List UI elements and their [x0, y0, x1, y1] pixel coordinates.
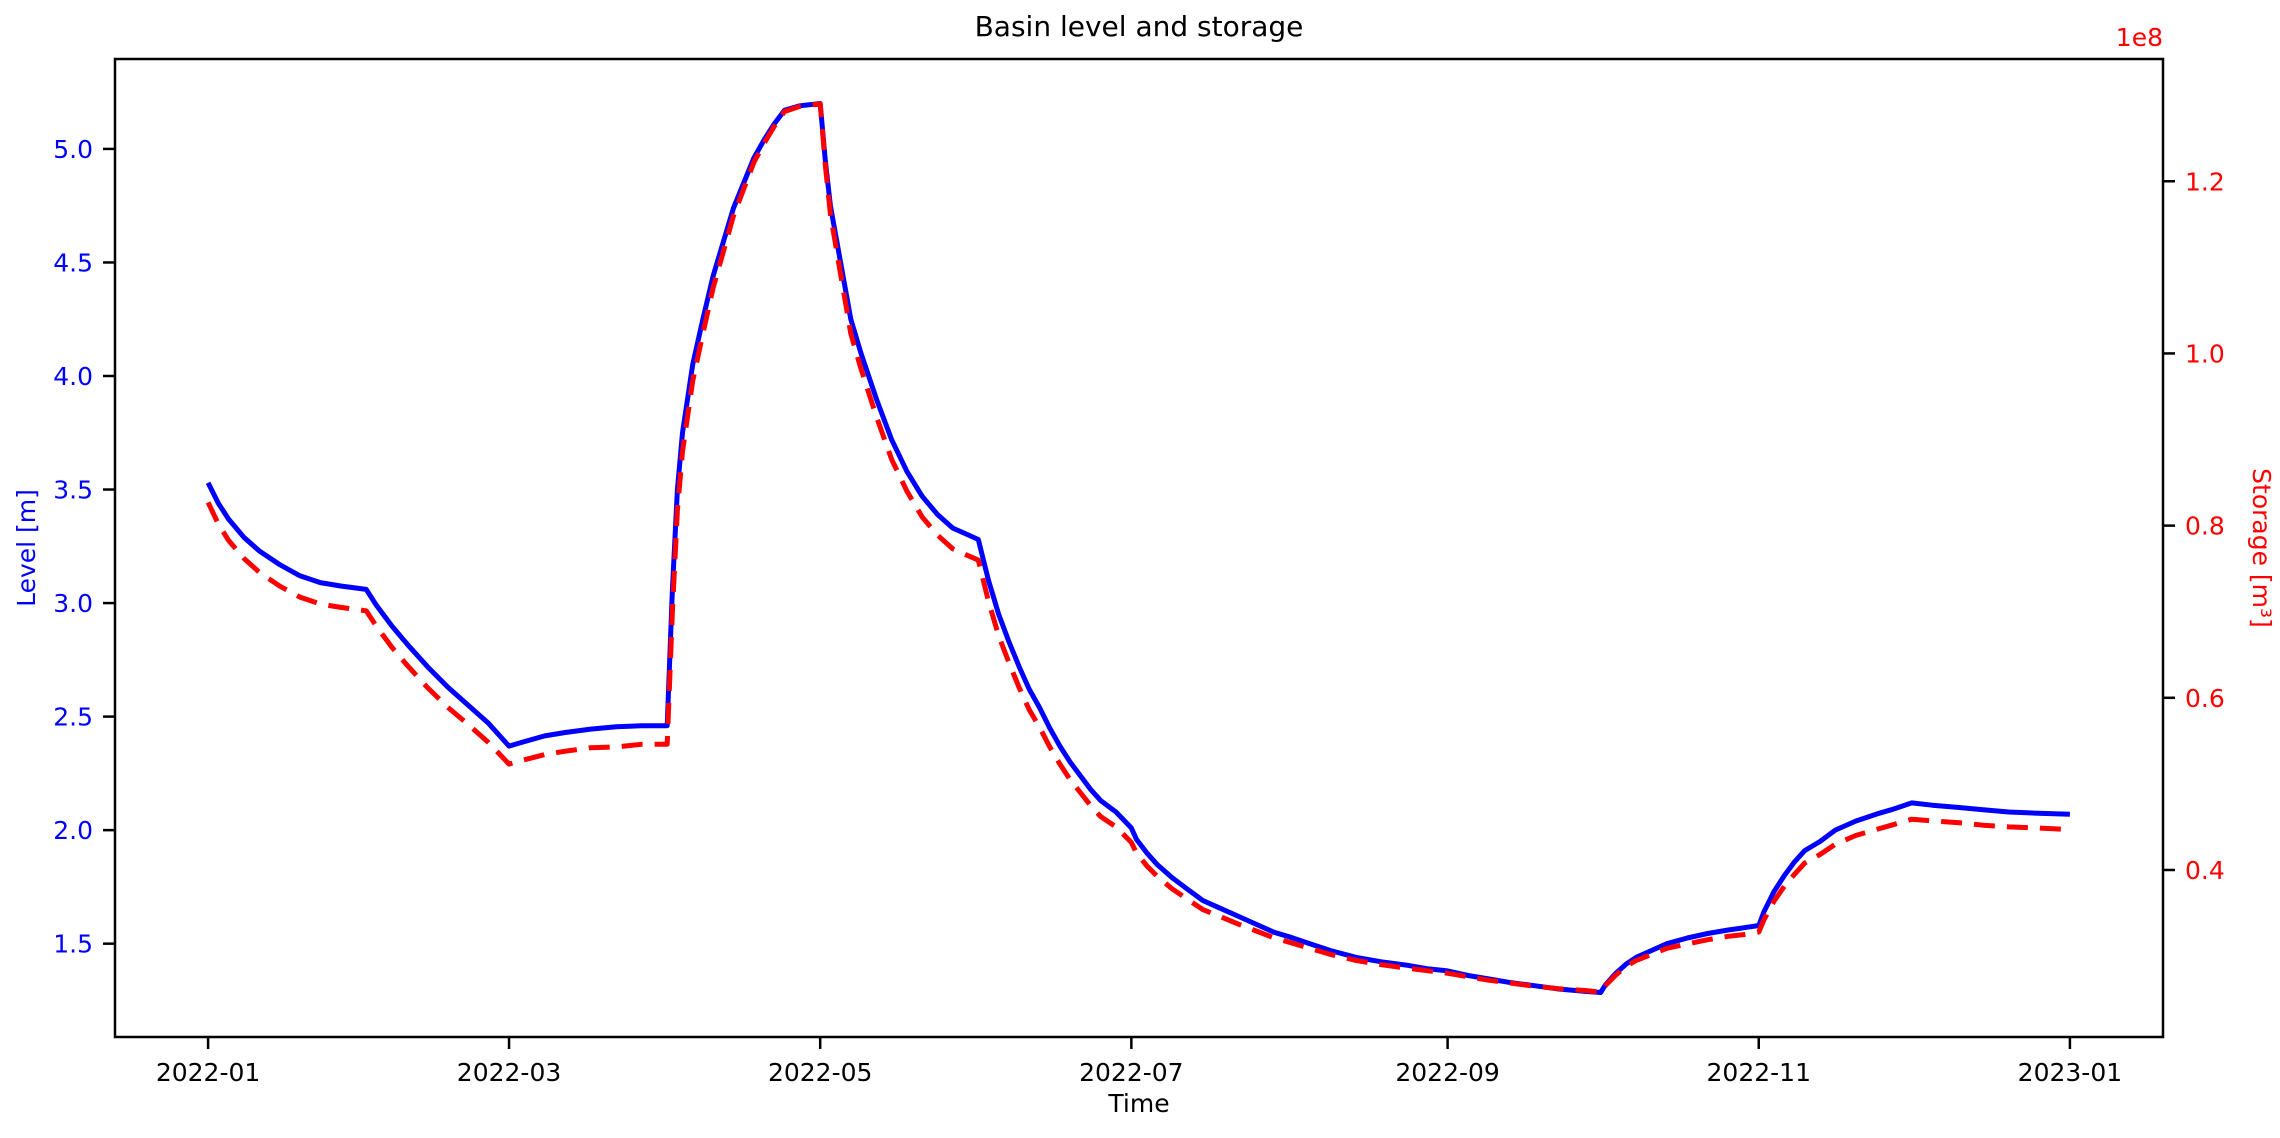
left-axis-ticks: 1.5 2.0 2.5 3.0 3.5 4.0 4.5 5.0 — [53, 135, 115, 959]
series-lines — [205, 101, 2071, 995]
left-tick-label: 1.5 — [53, 930, 93, 959]
right-tick-label: 0.4 — [2185, 856, 2225, 885]
left-tick-label: 4.0 — [53, 362, 93, 391]
left-tick-label: 3.5 — [53, 476, 93, 505]
right-tick-label: 1.0 — [2185, 339, 2225, 368]
left-tick-label: 3.0 — [53, 589, 93, 618]
x-tick-label: 2022-09 — [1395, 1058, 1499, 1087]
left-tick-label: 5.0 — [53, 135, 93, 164]
x-tick-label: 2022-03 — [457, 1058, 561, 1087]
x-axis-ticks: 2022-01 2022-03 2022-05 2022-07 2022-09 2022-… — [156, 1037, 2122, 1087]
x-axis-label: Time — [1107, 1089, 1169, 1118]
series-line-level — [205, 101, 2070, 995]
right-axis-offset-text: 1e8 — [2116, 23, 2163, 52]
left-tick-label: 4.5 — [53, 248, 93, 277]
chart-title: Basin level and storage — [975, 10, 1304, 43]
left-tick-label: 2.0 — [53, 816, 93, 845]
x-tick-label: 2022-01 — [156, 1058, 260, 1087]
right-tick-label: 0.6 — [2185, 684, 2225, 713]
series-line-storage — [205, 101, 2071, 995]
plot-area — [113, 57, 2165, 1039]
x-tick-label: 2022-05 — [768, 1058, 872, 1087]
y-axis-label-left: Level [m] — [12, 489, 41, 607]
x-tick-label: 2023-01 — [2018, 1058, 2122, 1087]
y-axis-label-right: Storage [m³] — [2247, 468, 2276, 628]
x-tick-label: 2022-07 — [1079, 1058, 1183, 1087]
right-tick-label: 1.2 — [2185, 167, 2225, 196]
x-tick-label: 2022-11 — [1707, 1058, 1811, 1087]
right-tick-label: 0.8 — [2185, 512, 2225, 541]
right-axis-ticks: 0.4 0.6 0.8 1.0 1.2 — [2163, 167, 2225, 885]
left-tick-label: 2.5 — [53, 703, 93, 732]
